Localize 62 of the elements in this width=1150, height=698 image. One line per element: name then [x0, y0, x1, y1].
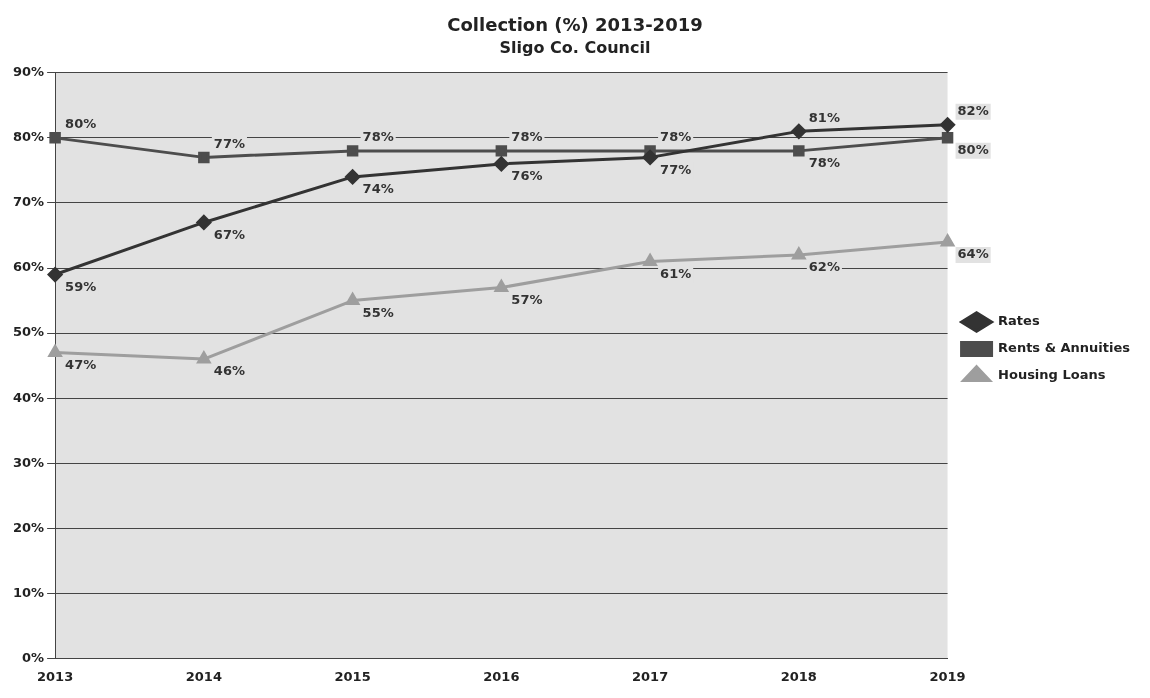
data-label: 78%: [808, 155, 840, 171]
point: [345, 169, 361, 185]
data-label: 55%: [362, 304, 394, 320]
data-label: 77%: [213, 135, 245, 151]
point: [792, 247, 806, 260]
point: [940, 117, 956, 133]
point: [494, 280, 509, 293]
legend-label: Rents & Annuities: [998, 340, 1131, 356]
data-label: 78%: [511, 129, 543, 145]
data-label: 76%: [511, 168, 543, 184]
y-tick-label: 30%: [12, 454, 45, 470]
legend-label: Rates: [998, 313, 1040, 329]
point: [197, 351, 211, 364]
y-tick-label: 70%: [12, 194, 45, 210]
data-label: 80%: [65, 116, 97, 132]
data-label: 78%: [660, 129, 692, 145]
x-tick-label: 2014: [185, 668, 222, 684]
y-tick-label: 80%: [12, 129, 45, 145]
data-label: 57%: [511, 291, 543, 307]
point: [47, 267, 63, 283]
point: [198, 151, 210, 164]
legend-label: Housing Loans: [998, 367, 1106, 383]
data-label: 74%: [362, 181, 394, 197]
y-tick-label: 10%: [12, 584, 45, 600]
point: [493, 156, 509, 172]
data-label: 82%: [957, 103, 989, 119]
y-tick-label: 0%: [22, 649, 45, 665]
point: [793, 145, 805, 157]
point: [643, 253, 657, 266]
y-tick-label: 20%: [12, 519, 45, 535]
point: [642, 149, 658, 165]
x-tick-label: 2018: [780, 668, 817, 684]
data-label: 77%: [660, 161, 692, 177]
data-label: 67%: [213, 226, 245, 242]
data-label: 47%: [65, 356, 97, 372]
data-label: 78%: [362, 129, 394, 145]
point: [48, 345, 62, 358]
data-label: 46%: [213, 363, 245, 379]
y-tick-label: 90%: [12, 64, 45, 80]
chart-title: Collection (%) 2013-2019: [447, 14, 703, 36]
point: [791, 123, 807, 139]
data-label: 81%: [808, 109, 840, 125]
point: [495, 145, 508, 157]
y-tick-label: 40%: [12, 389, 45, 405]
point: [345, 293, 360, 306]
point: [941, 132, 954, 144]
point: [196, 214, 212, 230]
y-tick-label: 50%: [12, 324, 45, 340]
y-tick-label: 60%: [12, 259, 45, 275]
point: [346, 145, 359, 157]
x-tick-label: 2015: [334, 668, 371, 684]
data-label: 59%: [65, 278, 97, 294]
x-tick-label: 2016: [483, 668, 520, 684]
data-label: 61%: [660, 265, 692, 281]
x-tick-label: 2019: [929, 668, 966, 684]
point: [940, 234, 955, 247]
data-label: 80%: [957, 142, 989, 158]
data-label: 64%: [957, 246, 989, 262]
x-tick-label: 2017: [631, 668, 669, 684]
x-tick-label: 2013: [37, 668, 74, 684]
data-label: 62%: [808, 259, 840, 275]
chart-subtitle: Sligo Co. Council: [499, 38, 651, 58]
